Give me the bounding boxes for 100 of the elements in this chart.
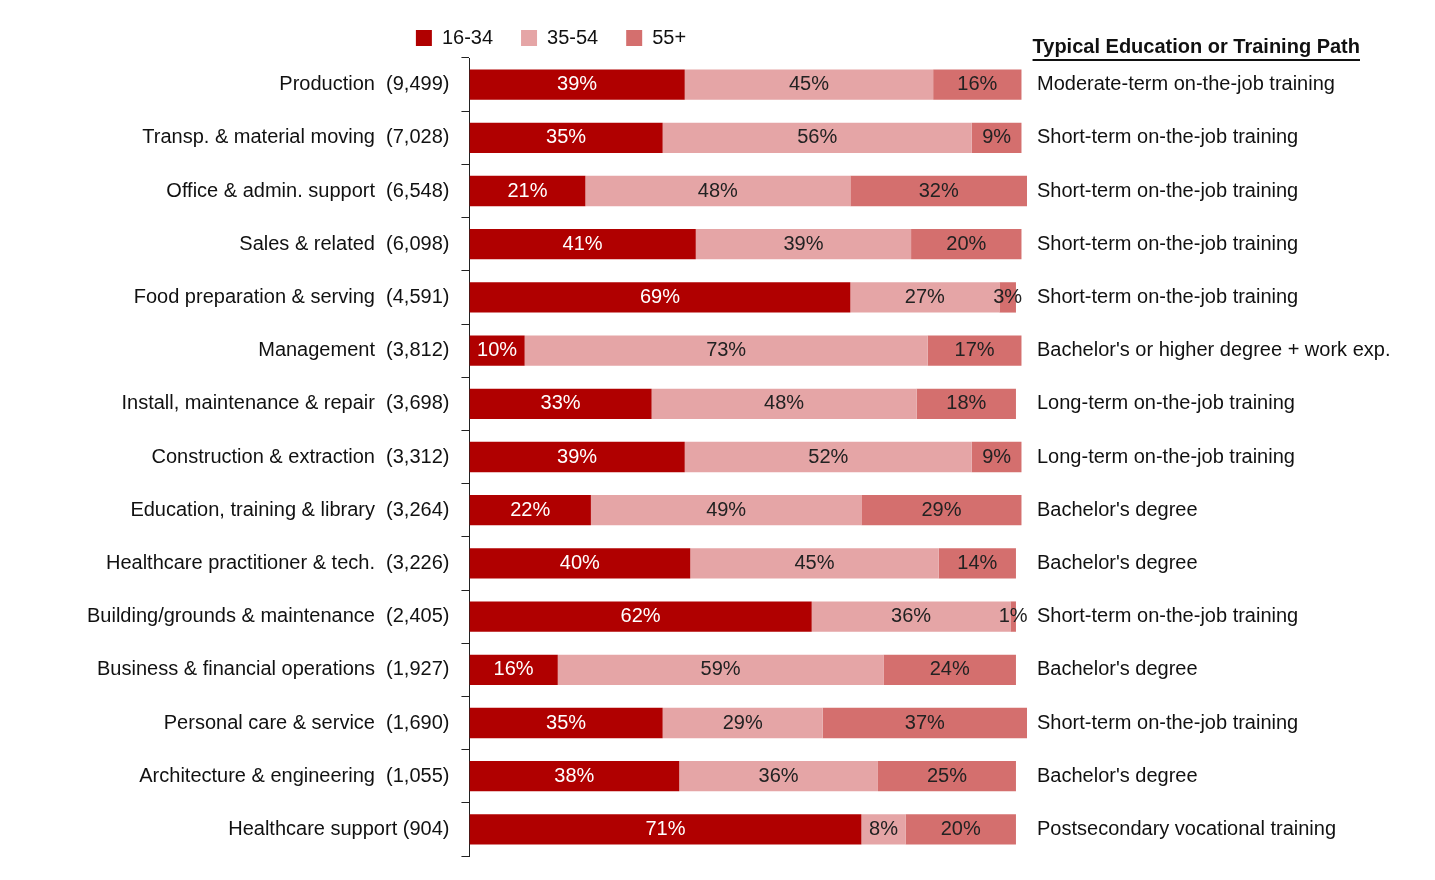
y-tick-label: Construction & extraction (3,312) xyxy=(151,444,450,467)
data-label: 49% xyxy=(706,497,747,520)
bar xyxy=(933,69,1022,100)
data-label: 9% xyxy=(982,125,1012,148)
data-label: 39% xyxy=(557,444,598,467)
data-label: 69% xyxy=(639,284,681,307)
data-label: 16% xyxy=(493,657,534,680)
bar xyxy=(469,814,862,845)
data-label: 40% xyxy=(559,550,601,573)
bar xyxy=(590,495,862,526)
bar xyxy=(822,707,1027,739)
bar xyxy=(469,122,663,153)
text: Short-term on-the-job training xyxy=(1037,231,1299,254)
bar xyxy=(469,707,663,739)
bar xyxy=(905,814,1016,845)
data-label: 14% xyxy=(957,550,998,573)
data-label: 27% xyxy=(904,284,946,307)
data-label: 29% xyxy=(722,710,763,733)
text: Short-term on-the-job training xyxy=(1037,710,1299,733)
data-label: 35% xyxy=(546,125,587,148)
bar xyxy=(469,69,685,100)
legend-label: 55+ xyxy=(652,25,687,48)
data-label: 17% xyxy=(954,338,995,361)
bar xyxy=(662,707,823,739)
data-label: 39% xyxy=(557,72,598,95)
bar xyxy=(557,654,884,685)
data-label: 56% xyxy=(797,125,838,148)
text: Bachelor's or higher degree + work exp. xyxy=(1037,338,1391,361)
y-tick-label: Healthcare support (904) xyxy=(228,816,450,839)
y-tick-label: Building/grounds & maintenance (2,405) xyxy=(87,604,450,627)
data-label: 10% xyxy=(477,338,518,361)
y-tick-label: Install, maintenance & repair (3,698) xyxy=(121,391,450,414)
y-tick-label: Food preparation & serving (4,591) xyxy=(133,284,450,307)
text: Short-term on-the-job training xyxy=(1037,125,1299,148)
data-label: 32% xyxy=(918,178,959,201)
bar xyxy=(469,229,696,260)
bar xyxy=(469,495,591,526)
y-tick-label: Healthcare practitioner & tech. (3,226) xyxy=(105,550,450,573)
data-label: 39% xyxy=(783,231,824,254)
y-tick-label: Sales & related (6,098) xyxy=(239,231,450,254)
bar xyxy=(861,495,1022,526)
data-label: 22% xyxy=(510,497,551,520)
data-label: 8% xyxy=(869,816,899,839)
bar xyxy=(469,548,691,579)
bar xyxy=(883,654,1016,685)
data-label: 21% xyxy=(507,178,548,201)
text: Short-term on-the-job training xyxy=(1037,604,1299,627)
text: Postsecondary vocational training xyxy=(1037,816,1337,839)
bar xyxy=(938,548,1016,579)
text: Bachelor's degree xyxy=(1037,657,1198,680)
data-label: 36% xyxy=(758,763,799,786)
bar xyxy=(585,175,851,207)
data-label: 9% xyxy=(982,444,1012,467)
text: Short-term on-the-job training xyxy=(1037,178,1299,201)
data-label: 38% xyxy=(554,763,595,786)
data-label: 18% xyxy=(946,391,987,414)
text: Long-term on-the-job training xyxy=(1037,444,1295,467)
y-tick-label: Business & financial operations (1,927) xyxy=(97,657,450,680)
bar xyxy=(469,601,812,632)
text: Long-term on-the-job training xyxy=(1037,391,1295,414)
bar xyxy=(690,548,939,579)
data-label: 25% xyxy=(926,763,968,786)
bar xyxy=(877,761,1016,792)
data-label: 48% xyxy=(697,178,739,201)
data-label: 37% xyxy=(904,710,946,733)
data-label: 62% xyxy=(620,604,661,627)
bar xyxy=(927,335,1022,366)
text: Short-term on-the-job training xyxy=(1037,284,1299,307)
data-label: 52% xyxy=(808,444,849,467)
y-tick-label: Production (9,499) xyxy=(279,72,450,95)
y-tick-label: Education, training & library (3,264) xyxy=(130,497,450,520)
text: Bachelor's degree xyxy=(1037,550,1198,573)
text: Bachelor's degree xyxy=(1037,497,1198,520)
bar xyxy=(662,122,972,153)
legend-label: 35-54 xyxy=(547,25,599,48)
data-label: 29% xyxy=(921,497,962,520)
bar xyxy=(850,175,1027,207)
y-tick-label: Management (3,812) xyxy=(258,338,450,361)
text: Typical Education or Training Path xyxy=(1032,34,1360,57)
data-label: 45% xyxy=(788,72,830,95)
bar xyxy=(684,69,934,100)
bar xyxy=(469,175,586,207)
data-label: 35% xyxy=(546,710,587,733)
bar xyxy=(911,229,1022,260)
y-tick-label: Transp. & material moving (7,028) xyxy=(142,125,450,148)
bar xyxy=(469,441,685,473)
text: Moderate-term on-the-job training xyxy=(1037,72,1335,95)
y-tick-label: Office & admin. support (6,548) xyxy=(166,178,450,201)
data-label: 45% xyxy=(794,550,835,573)
bar xyxy=(679,761,878,792)
bar xyxy=(469,282,851,313)
data-label: 41% xyxy=(562,231,603,254)
data-label: 71% xyxy=(645,816,686,839)
bar xyxy=(684,441,972,473)
bar xyxy=(524,335,928,366)
bar xyxy=(469,388,652,419)
data-label: 33% xyxy=(540,391,581,414)
data-label: 48% xyxy=(764,391,805,414)
y-tick-label: Personal care & service (1,690) xyxy=(163,710,450,733)
data-label: 16% xyxy=(957,72,998,95)
